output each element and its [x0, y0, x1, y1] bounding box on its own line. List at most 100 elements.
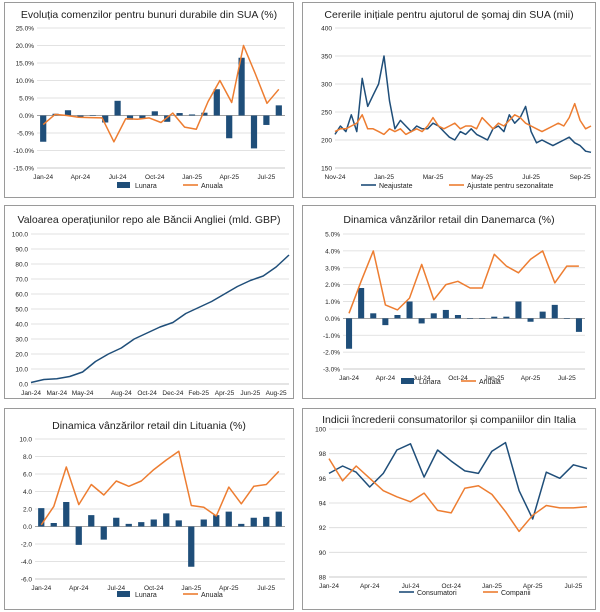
bar-lunara — [138, 522, 145, 527]
x-tick-label: Apr-25 — [521, 375, 541, 382]
x-tick-label: Apr-24 — [360, 583, 380, 590]
chart-us-durable-goods: Evoluția comenzilor pentru bunuri durabi… — [13, 9, 285, 190]
bar-lunara — [88, 515, 95, 527]
chart-title: Dinamica vânzărilor retail din Lituania … — [52, 420, 246, 432]
chart-boe-repo: Valoarea operațiunilor repo ale Băncii A… — [12, 214, 290, 397]
x-tick-label: May-25 — [471, 174, 493, 181]
bar-lunara — [100, 526, 107, 540]
bar-lunara — [139, 115, 146, 119]
bar-lunara — [358, 288, 365, 319]
bar-lunara — [125, 523, 132, 527]
bar-lunara — [75, 526, 82, 545]
legend-label: Anuala — [201, 592, 223, 599]
bar-lunara — [442, 309, 449, 319]
bar-lunara — [467, 318, 474, 319]
bar-lunara — [454, 315, 461, 319]
bar-lunara — [238, 523, 245, 527]
chart-panel-us-durable-goods: Evoluția comenzilor pentru bunuri durabi… — [4, 2, 294, 198]
bar-lunara — [515, 301, 522, 319]
x-tick-label: Jun-25 — [240, 390, 260, 397]
y-tick-label: 2.0 — [23, 507, 32, 514]
legend-label: Lunara — [419, 379, 441, 386]
y-tick-label: 70.0 — [15, 277, 28, 284]
bar-lunara — [551, 304, 558, 319]
legend-label: Lunara — [135, 183, 157, 190]
legend-label: Anuala — [479, 379, 501, 386]
bar-lunara — [188, 114, 196, 116]
y-tick-label: 250 — [321, 110, 332, 117]
y-tick-label: 150 — [321, 166, 332, 173]
bar-lunara — [575, 318, 582, 332]
x-tick-label: Jan-25 — [482, 583, 502, 590]
bar-lunara — [113, 517, 120, 527]
y-tick-label: 10.0% — [16, 78, 35, 85]
bar-lunara — [126, 115, 134, 120]
y-tick-label: 300 — [321, 82, 332, 89]
bar-lunara — [226, 115, 233, 139]
bar-lunara — [238, 57, 245, 116]
legend-label: Consumatori — [417, 590, 457, 597]
x-tick-label: Jul-25 — [565, 583, 583, 590]
y-tick-label: 3.0% — [325, 265, 340, 272]
bar-lunara — [250, 115, 258, 149]
x-tick-label: Jul-25 — [558, 375, 576, 382]
y-tick-label: 4.0% — [325, 248, 340, 255]
x-tick-label: Jan-24 — [319, 583, 339, 590]
y-tick-label: 0.0 — [23, 524, 32, 531]
x-tick-label: Jan-25 — [182, 174, 202, 181]
legend-label: Companii — [501, 590, 531, 597]
bar-lunara — [479, 318, 486, 319]
x-tick-label: May-24 — [72, 390, 94, 397]
y-tick-label: 5.0% — [19, 96, 34, 103]
x-tick-label: Jan-24 — [21, 390, 41, 397]
chart-lithuania-retail: Dinamica vânzărilor retail din Lituania … — [19, 420, 285, 599]
x-tick-label: Jan-25 — [374, 174, 394, 181]
bar-lunara — [151, 111, 158, 116]
y-tick-label: 400 — [321, 26, 332, 33]
y-tick-label: 10.0 — [15, 367, 28, 374]
chart-title: Evoluția comenzilor pentru bunuri durabi… — [21, 9, 277, 21]
y-tick-label: 350 — [321, 54, 332, 61]
bar-lunara — [225, 511, 232, 527]
x-tick-label: Jul-24 — [413, 375, 431, 382]
chart-panel-us-jobless-claims: Cererile inițiale pentru ajutorul de șom… — [302, 2, 596, 198]
y-tick-label: 1.0% — [325, 299, 340, 306]
bar-lunara — [163, 513, 170, 527]
x-tick-label: Aug-24 — [111, 390, 132, 397]
y-tick-label: 100.0 — [12, 232, 29, 239]
y-tick-label: 20.0 — [15, 352, 28, 359]
chart-panel-italy-confidence: Indicii încrederii consumatorilor și com… — [302, 408, 596, 610]
legend-swatch — [117, 591, 130, 597]
bar-lunara — [275, 105, 282, 116]
y-tick-label: -15.0% — [13, 166, 34, 173]
bar-lunara — [63, 502, 70, 527]
x-tick-label: Apr-25 — [215, 390, 235, 397]
bar-lunara — [275, 511, 282, 527]
series-line-ajustate-pentru-sezonalitate — [334, 102, 592, 136]
y-tick-label: 5.0% — [325, 232, 340, 239]
bar-lunara — [527, 318, 534, 322]
y-tick-label: 88 — [319, 575, 327, 582]
bar-lunara — [175, 520, 182, 527]
x-tick-label: Apr-25 — [523, 583, 543, 590]
x-tick-label: Apr-24 — [69, 585, 89, 592]
x-tick-label: Jan-24 — [339, 375, 359, 382]
y-tick-label: 98 — [319, 451, 327, 458]
series-line-neajustate — [334, 55, 592, 154]
bar-lunara — [213, 89, 220, 116]
y-tick-label: 92 — [319, 525, 327, 532]
x-tick-label: Jul-25 — [522, 174, 540, 181]
x-tick-label: Jul-24 — [107, 585, 125, 592]
bar-lunara — [89, 115, 96, 116]
bar-lunara — [188, 526, 195, 567]
x-tick-label: Dec-24 — [162, 390, 183, 397]
legend-swatch — [117, 182, 130, 188]
x-tick-label: Oct-24 — [145, 174, 165, 181]
y-tick-label: 2.0% — [325, 282, 340, 289]
bar-lunara — [382, 318, 389, 326]
bar-lunara — [102, 115, 109, 123]
x-tick-label: Jan-24 — [33, 174, 53, 181]
bar-lunara — [38, 508, 45, 527]
y-tick-label: 0.0% — [325, 316, 340, 323]
x-tick-label: Jan-24 — [31, 585, 51, 592]
